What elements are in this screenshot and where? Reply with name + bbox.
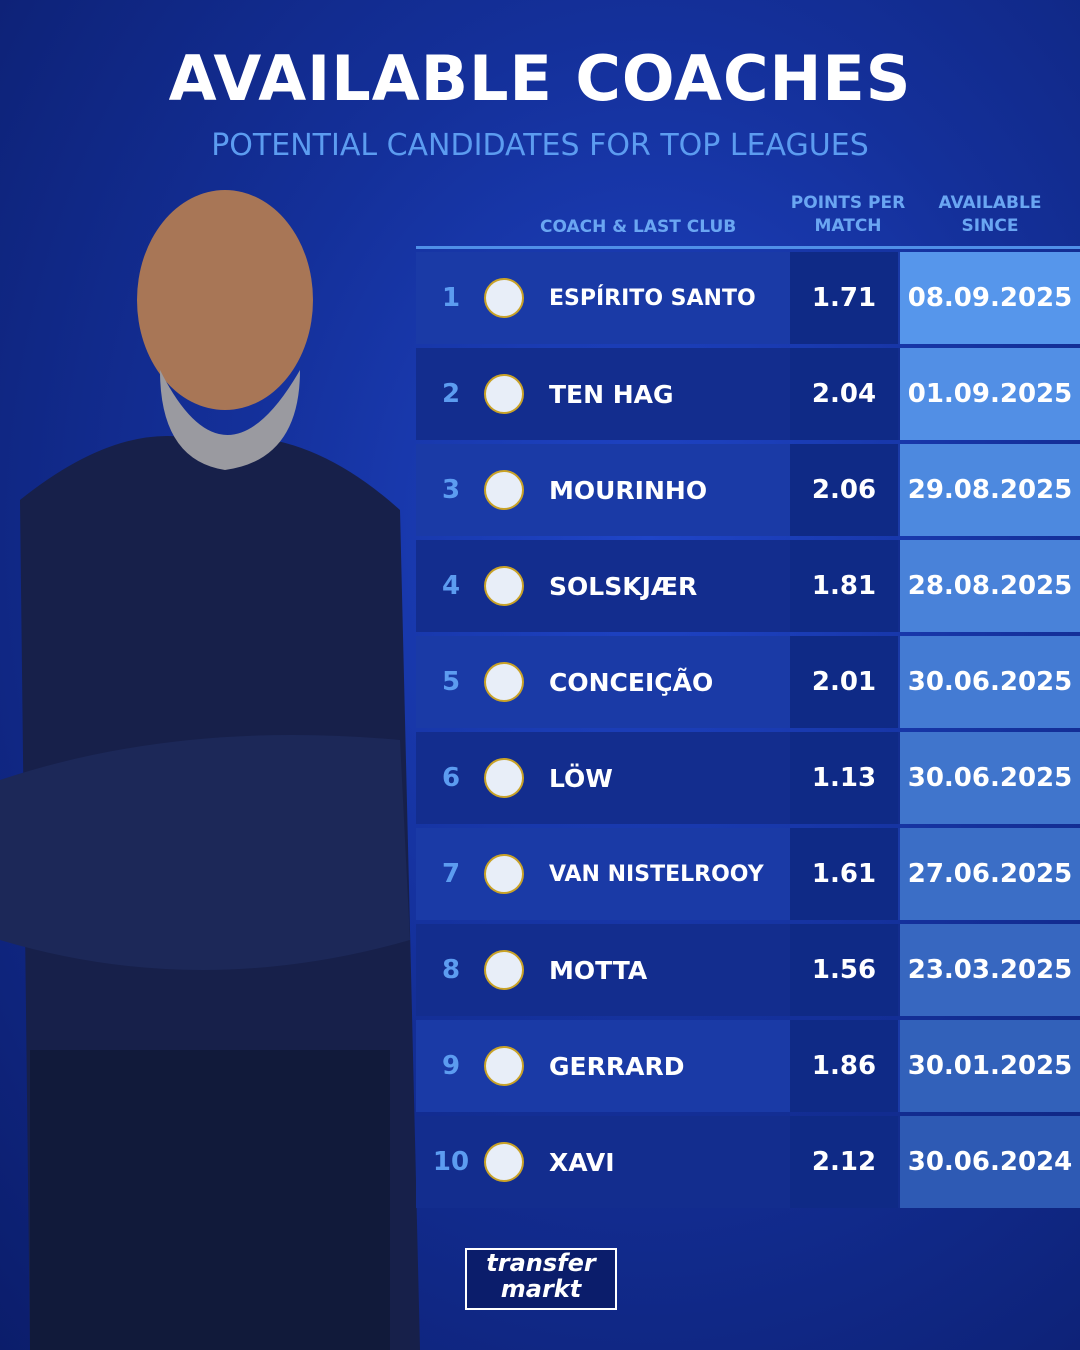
logo-text: transfer — [486, 1249, 596, 1277]
subtitle: POTENTIAL CANDIDATES FOR TOP LEAGUES — [211, 128, 869, 163]
coach-name: GERRARD — [549, 1051, 685, 1081]
rank: 8 — [441, 955, 461, 985]
table-row: 10 XAVI 2.12 30.06.2024 — [416, 1116, 1080, 1208]
points-per-match: 2.01 — [790, 636, 898, 728]
table-row: 3 MOURINHO 2.06 29.08.2025 — [416, 444, 1080, 536]
rank: 6 — [441, 763, 461, 793]
coach-photo — [0, 190, 420, 1350]
available-since: 30.06.2024 — [900, 1116, 1080, 1208]
rank: 2 — [441, 379, 461, 409]
points-per-match: 1.81 — [790, 540, 898, 632]
coach-name: XAVI — [549, 1147, 615, 1177]
logo-text: markt — [500, 1275, 582, 1303]
points-per-match: 1.61 — [790, 828, 898, 920]
brand-logo: transfer markt — [465, 1248, 617, 1310]
club-badge — [484, 566, 524, 606]
available-since: 08.09.2025 — [900, 252, 1080, 344]
coach-name: LÖW — [549, 763, 613, 793]
points-per-match: 1.86 — [790, 1020, 898, 1112]
club-badge — [484, 1046, 524, 1086]
points-per-match: 2.04 — [790, 348, 898, 440]
club-badge — [484, 758, 524, 798]
table-row: 5 CONCEIÇÃO 2.01 30.06.2025 — [416, 636, 1080, 728]
coach-name: TEN HAG — [549, 379, 674, 409]
table-row: 7 VAN NISTELROOY 1.61 27.06.2025 — [416, 828, 1080, 920]
coach-name: CONCEIÇÃO — [549, 667, 714, 697]
table-row: 4 SOLSKJÆR 1.81 28.08.2025 — [416, 540, 1080, 632]
club-badge — [484, 950, 524, 990]
points-per-match: 1.71 — [790, 252, 898, 344]
rank: 9 — [441, 1051, 461, 1081]
title: AVAILABLE COACHES — [168, 42, 912, 115]
available-since: 29.08.2025 — [900, 444, 1080, 536]
coach-name: MOTTA — [549, 955, 648, 985]
coach-name: ESPÍRITO SANTO — [549, 285, 756, 311]
coach-name: SOLSKJÆR — [549, 571, 698, 601]
table-row: 6 LÖW 1.13 30.06.2025 — [416, 732, 1080, 824]
column-header: AVAILABLE SINCE — [938, 193, 1042, 236]
rank: 5 — [441, 667, 461, 697]
points-per-match: 2.12 — [790, 1116, 898, 1208]
column-header: COACH & LAST CLUB — [540, 217, 737, 237]
table-row: 1 ESPÍRITO SANTO 1.71 08.09.2025 — [416, 252, 1080, 344]
available-since: 27.06.2025 — [900, 828, 1080, 920]
available-since: 28.08.2025 — [900, 540, 1080, 632]
points-per-match: 1.13 — [790, 732, 898, 824]
club-badge — [484, 278, 524, 318]
available-since: 01.09.2025 — [900, 348, 1080, 440]
table-row: 8 MOTTA 1.56 23.03.2025 — [416, 924, 1080, 1016]
rank: 4 — [441, 571, 461, 601]
club-badge — [484, 374, 524, 414]
coach-name: MOURINHO — [549, 475, 708, 505]
table-row: 9 GERRARD 1.86 30.01.2025 — [416, 1020, 1080, 1112]
available-since: 23.03.2025 — [900, 924, 1080, 1016]
coach-name: VAN NISTELROOY — [549, 861, 764, 887]
table-row: 2 TEN HAG 2.04 01.09.2025 — [416, 348, 1080, 440]
club-badge — [484, 1142, 524, 1182]
available-since: 30.01.2025 — [900, 1020, 1080, 1112]
club-badge — [484, 470, 524, 510]
rank: 3 — [441, 475, 461, 505]
club-badge — [484, 662, 524, 702]
points-per-match: 1.56 — [790, 924, 898, 1016]
club-badge — [484, 854, 524, 894]
available-since: 30.06.2025 — [900, 636, 1080, 728]
rank: 1 — [441, 283, 461, 313]
points-per-match: 2.06 — [790, 444, 898, 536]
column-header: POINTS PER MATCH — [790, 193, 906, 236]
table-top-rule — [416, 246, 1080, 249]
rank: 10 — [432, 1147, 470, 1177]
available-since: 30.06.2025 — [900, 732, 1080, 824]
rank: 7 — [441, 859, 461, 889]
